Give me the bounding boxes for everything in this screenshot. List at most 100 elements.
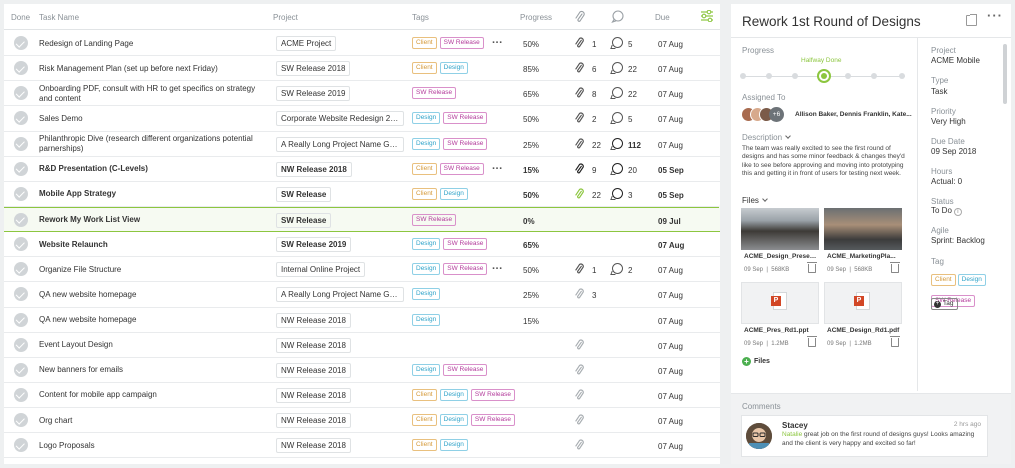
comment-mention[interactable]: Natalie — [782, 431, 803, 438]
file-name[interactable]: ACME_MarketingPla... — [827, 253, 896, 260]
file-thumbnail[interactable] — [741, 208, 819, 250]
file-thumbnail[interactable] — [824, 282, 902, 324]
trash-icon[interactable] — [890, 262, 900, 273]
file-name[interactable]: ACME_Design_Rd1.pdf — [827, 327, 900, 334]
tag-sw-release[interactable]: SW Release — [443, 363, 488, 376]
task-project[interactable]: NW Release 2018 — [276, 362, 351, 378]
tag-design[interactable]: Design — [439, 187, 468, 200]
task-project[interactable]: A Really Long Project Name Go... — [276, 136, 404, 152]
status-value[interactable]: To Do i — [931, 206, 962, 216]
table-row[interactable]: Content for mobile app campaign NW Releas… — [4, 383, 720, 409]
col-progress[interactable]: Progress — [520, 13, 553, 22]
task-attachments[interactable]: 6 — [575, 61, 605, 76]
task-name[interactable]: Content for mobile app campaign — [39, 390, 157, 400]
complete-checkbox[interactable] — [14, 287, 28, 302]
info-icon[interactable]: i — [953, 208, 962, 216]
file-card[interactable]: ACME_Design_Presen... 09 Sep | 568KB — [741, 208, 819, 278]
complete-checkbox[interactable] — [14, 36, 28, 50]
task-name[interactable]: Website Relaunch — [39, 239, 108, 249]
tag-design[interactable]: Design — [412, 137, 441, 150]
trash-icon[interactable] — [807, 262, 817, 273]
task-name[interactable]: New banners for emails — [39, 365, 124, 375]
tag-sw-release[interactable]: SW Release — [439, 162, 484, 175]
task-attachments[interactable]: 22 — [575, 187, 605, 202]
tag-sw-release[interactable]: SW Release — [443, 238, 488, 251]
due-date-value[interactable]: 09 Sep 2018 — [931, 147, 977, 156]
col-attachments-icon[interactable] — [575, 10, 585, 24]
tag-design[interactable]: Design — [412, 263, 441, 276]
task-project[interactable]: NW Release 2018 — [276, 312, 351, 328]
task-name[interactable]: Philanthropic Dive (research different o… — [39, 134, 253, 154]
task-name[interactable]: QA new website homepage — [39, 315, 137, 325]
progress-step[interactable] — [792, 73, 798, 79]
trash-icon[interactable] — [807, 336, 817, 347]
tag-design[interactable]: Design — [412, 288, 441, 301]
tag-client[interactable]: Client — [931, 274, 956, 286]
table-row[interactable]: Rework My Work List View SW Release SW Rel… — [4, 206, 720, 233]
more-tags-icon[interactable]: ... — [492, 159, 503, 172]
task-project[interactable]: ACME Project — [276, 36, 337, 51]
detail-more-icon[interactable]: ··· — [987, 8, 1003, 23]
tag-design[interactable]: Design — [439, 388, 468, 401]
table-row[interactable]: Logo Proposals NW Release 2018 Client Desig… — [4, 433, 720, 459]
files-label[interactable]: Files — [742, 196, 768, 205]
description-text[interactable]: The team was really excited to see the f… — [742, 145, 905, 178]
complete-checkbox[interactable] — [14, 337, 28, 352]
commenter-avatar[interactable] — [746, 423, 772, 449]
progress-step[interactable] — [845, 73, 851, 79]
file-card[interactable]: ACME_Pres_Rd1.ppt 09 Sep | 1.2MB — [741, 282, 819, 352]
tag-sw-release[interactable]: SW Release — [470, 414, 515, 427]
tag-client[interactable]: Client — [412, 62, 437, 75]
col-comments-icon[interactable] — [611, 10, 625, 23]
agile-value[interactable]: Sprint: Backlog — [931, 236, 985, 245]
tag-client[interactable]: Client — [412, 187, 437, 200]
task-name[interactable]: Rework My Work List View — [39, 215, 141, 225]
trash-icon[interactable] — [890, 336, 900, 347]
task-name[interactable]: R&D Presentation (C-Levels) — [39, 164, 148, 174]
task-comments[interactable]: 5 — [611, 36, 655, 51]
more-tags-icon[interactable]: ... — [492, 34, 503, 46]
tag-design[interactable]: Design — [412, 112, 441, 125]
task-comments[interactable]: 2 — [611, 262, 655, 277]
table-row[interactable]: New banners for emails NW Release 2018 Des… — [4, 358, 720, 383]
complete-checkbox[interactable] — [14, 61, 28, 76]
complete-checkbox[interactable] — [14, 237, 28, 252]
project-value[interactable]: ACME Mobile — [931, 56, 980, 65]
task-name[interactable]: Onboarding PDF, consult with HR to get s… — [39, 83, 256, 103]
tag-design[interactable]: Design — [957, 274, 986, 286]
task-project[interactable]: NW Release 2018 — [276, 161, 352, 177]
task-name[interactable]: QA new website homepage — [39, 289, 137, 299]
task-comments[interactable]: 5 — [611, 111, 655, 126]
detail-title[interactable]: Rework 1st Round of Designs — [742, 14, 921, 29]
table-row[interactable]: Risk Management Plan (set up before next… — [4, 56, 720, 82]
task-project[interactable]: SW Release 2019 — [276, 86, 351, 102]
detail-scrollbar[interactable] — [1003, 44, 1007, 104]
complete-checkbox[interactable] — [14, 413, 28, 428]
task-attachments[interactable]: 22 — [575, 137, 605, 152]
task-name[interactable]: Redesign of Landing Page — [39, 38, 134, 48]
table-row[interactable]: Event Layout Design NW Release 2018 07 Aug — [4, 333, 720, 358]
task-name[interactable]: Organize File Structure — [39, 264, 122, 274]
complete-checkbox[interactable] — [14, 136, 28, 151]
tag-sw-release[interactable]: SW Release — [470, 388, 515, 401]
file-name[interactable]: ACME_Pres_Rd1.ppt — [744, 327, 809, 334]
task-project[interactable]: NW Release 2018 — [276, 438, 351, 454]
file-card[interactable]: ACME_Design_Rd1.pdf 09 Sep | 1.2MB — [824, 282, 902, 352]
tag-sw-release[interactable]: SW Release — [443, 263, 488, 276]
task-project[interactable]: A Really Long Project Name Go... — [276, 287, 404, 303]
task-project[interactable]: SW Release — [276, 186, 332, 202]
tag-client[interactable]: Client — [412, 439, 437, 452]
hours-value[interactable]: Actual: 0 — [931, 177, 963, 186]
more-tags-icon[interactable]: ... — [492, 260, 503, 273]
tag-design[interactable]: Design — [439, 62, 468, 75]
progress-step[interactable] — [871, 73, 877, 79]
task-comments[interactable]: 20 — [611, 162, 655, 177]
col-due[interactable]: Due — [655, 13, 670, 22]
complete-checkbox[interactable] — [14, 212, 28, 227]
file-card[interactable]: ACME_MarketingPla... 09 Sep | 568KB — [824, 208, 902, 278]
task-name[interactable]: Logo Proposals — [39, 440, 95, 450]
task-attachments[interactable]: 2 — [575, 111, 605, 126]
tag-design[interactable]: Design — [439, 439, 468, 452]
task-attachments[interactable]: 8 — [575, 86, 605, 101]
task-project[interactable]: NW Release 2018 — [276, 387, 351, 403]
